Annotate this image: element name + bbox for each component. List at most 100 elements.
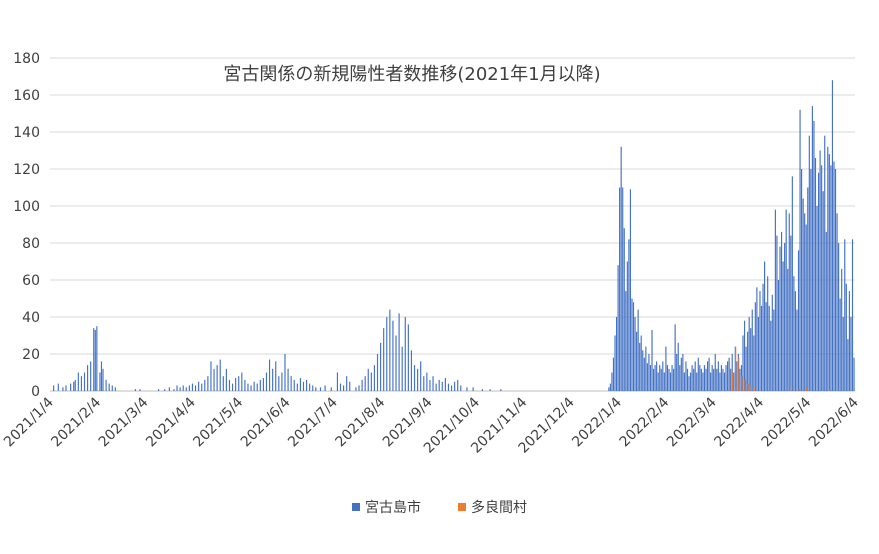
bar-miyakojima	[825, 231, 827, 391]
x-tick-label: 2022/6/4	[806, 394, 862, 450]
bar-miyakojima	[238, 376, 240, 391]
bar-miyakojima	[847, 339, 849, 391]
bar-miyakojima	[652, 368, 655, 391]
bar-miyakojima	[693, 368, 695, 391]
bar-miyakojima	[247, 383, 249, 391]
bar-miyakojima	[287, 368, 289, 391]
bar-taramason	[790, 385, 792, 391]
bar-miyakojima	[799, 109, 801, 392]
bar-miyakojima	[640, 335, 642, 391]
bar-miyakojima	[444, 378, 446, 391]
bar-miyakojima	[96, 326, 98, 391]
y-tick-label: 160	[13, 88, 40, 104]
bar-miyakojima	[364, 376, 366, 391]
bar-miyakojima	[426, 372, 428, 391]
bar-miyakojima	[739, 368, 741, 391]
bar-miyakojima	[417, 368, 419, 391]
bar-miyakojima	[673, 368, 675, 391]
bar-miyakojima	[797, 250, 800, 391]
bar-miyakojima	[680, 357, 682, 391]
bar-miyakojima	[768, 305, 770, 391]
bar-miyakojima	[302, 381, 305, 391]
bar-miyakojima	[824, 135, 826, 391]
bar-miyakojima	[710, 372, 712, 391]
bar-miyakojima	[358, 385, 360, 391]
bar-miyakojima	[657, 372, 659, 391]
bar-miyakojima	[420, 361, 422, 391]
bar-miyakojima	[622, 187, 624, 391]
bar-miyakojima	[723, 372, 726, 391]
bar-miyakojima	[654, 365, 656, 391]
bar-miyakojima	[70, 383, 72, 391]
bar-miyakojima	[777, 280, 780, 391]
bar-miyakojima	[398, 313, 400, 391]
y-tick-label: 40	[22, 310, 40, 326]
bar-miyakojima	[423, 376, 425, 391]
bar-miyakojima	[742, 335, 744, 391]
bar-miyakojima	[810, 169, 812, 391]
bar-miyakojima	[703, 365, 706, 391]
bar-miyakojima	[228, 379, 231, 391]
bar-miyakojima	[625, 291, 627, 391]
bar-miyakojima	[677, 342, 679, 391]
bar-miyakojima	[256, 383, 258, 391]
bar-miyakojima	[77, 372, 79, 391]
bar-miyakojima	[623, 228, 625, 391]
bar-miyakojima	[844, 239, 846, 391]
bar-miyakojima	[626, 261, 628, 391]
bar-miyakojima	[796, 309, 798, 391]
bar-miyakojima	[804, 213, 806, 391]
bar-miyakojima	[689, 372, 692, 391]
bar-miyakojima	[157, 389, 160, 391]
bar-miyakojima	[373, 365, 376, 391]
bar-miyakojima	[265, 372, 268, 391]
bar-miyakojima	[764, 261, 766, 391]
bar-miyakojima	[191, 383, 194, 391]
bar-miyakojima	[383, 328, 385, 391]
bar-miyakojima	[636, 331, 638, 391]
bar-miyakojima	[454, 381, 456, 391]
bar-taramason	[798, 389, 800, 391]
bar-miyakojima	[111, 385, 113, 391]
bar-miyakojima	[813, 120, 815, 392]
bar-miyakojima	[708, 357, 710, 391]
bar-miyakojima	[782, 261, 784, 391]
bar-miyakojima	[674, 324, 676, 391]
x-tick-label: 2021/7/4	[285, 394, 341, 450]
bar-miyakojima	[828, 154, 830, 391]
bar-taramason	[806, 387, 808, 391]
bar-miyakojima	[648, 354, 650, 391]
bar-miyakojima	[293, 379, 295, 391]
bar-miyakojima	[628, 239, 630, 391]
bar-miyakojima	[231, 383, 234, 391]
bar-miyakojima	[395, 335, 397, 391]
bar-taramason	[747, 383, 749, 391]
bar-miyakojima	[771, 294, 773, 391]
bar-miyakojima	[651, 329, 653, 391]
bar-miyakojima	[194, 385, 197, 391]
bar-miyakojima	[762, 283, 764, 391]
bar-taramason	[753, 387, 755, 391]
legend-swatch-taramason	[458, 503, 466, 511]
bar-miyakojima	[787, 268, 789, 391]
bar-miyakojima	[676, 354, 678, 391]
x-tick-label: 2022/3/4	[664, 394, 720, 450]
bar-miyakojima	[612, 357, 615, 391]
bar-miyakojima	[694, 361, 696, 391]
bar-miyakojima	[53, 385, 55, 391]
bar-miyakojima	[646, 363, 648, 391]
bar-miyakojima	[811, 106, 813, 391]
bar-miyakojima	[671, 365, 673, 391]
bar-miyakojima	[204, 379, 206, 391]
x-tick-label: 2021/4/4	[143, 394, 199, 450]
bar-miyakojima	[413, 365, 416, 391]
bar-miyakojima	[776, 235, 778, 391]
x-tick-label: 2022/1/4	[569, 394, 625, 450]
bar-miyakojima	[801, 169, 803, 391]
bar-miyakojima	[754, 302, 756, 391]
bar-miyakojima	[429, 379, 431, 391]
legend-label-miyakojima: 宮古島市	[365, 499, 421, 516]
bar-miyakojima	[666, 365, 669, 391]
bar-miyakojima	[850, 317, 852, 391]
